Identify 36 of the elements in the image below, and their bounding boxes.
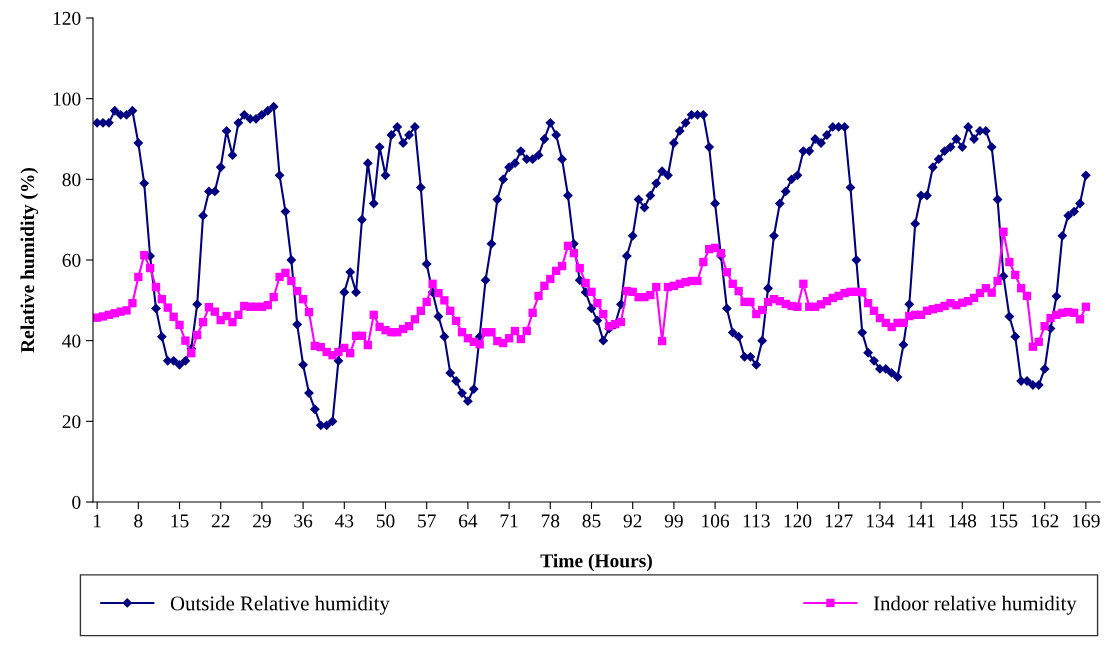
x-tick-label: 134 bbox=[867, 514, 895, 528]
x-tick-label: 169 bbox=[1073, 514, 1100, 528]
y-tick-label: 120 bbox=[53, 11, 81, 25]
y-tick-label: 80 bbox=[62, 173, 81, 187]
x-tick-label: 43 bbox=[334, 514, 354, 528]
x-tick-label: 78 bbox=[541, 514, 560, 528]
y-tick-label: 40 bbox=[62, 334, 81, 348]
x-tick-label: 113 bbox=[743, 514, 770, 528]
y-tick-label: 60 bbox=[62, 253, 81, 267]
x-tick-label: 92 bbox=[623, 514, 642, 528]
x-tick-label: 29 bbox=[253, 514, 271, 528]
x-tick-label: 127 bbox=[825, 514, 853, 528]
legend-label: Outside Relative humidity bbox=[170, 595, 390, 615]
x-tick-label: 50 bbox=[376, 514, 395, 528]
y-tick-label: 20 bbox=[62, 415, 81, 429]
x-tick-label: 8 bbox=[134, 514, 143, 528]
x-tick-label: 15 bbox=[171, 514, 189, 528]
x-tick-label: 155 bbox=[990, 514, 1018, 528]
x-tick-label: 22 bbox=[211, 514, 230, 528]
x-tick-label: 64 bbox=[459, 514, 478, 528]
x-tick-label: 85 bbox=[582, 514, 601, 528]
x-tick-label: 141 bbox=[908, 514, 935, 528]
x-tick-label: 57 bbox=[418, 514, 436, 528]
x-tick-label: 1 bbox=[93, 514, 101, 528]
x-tick-label: 106 bbox=[702, 514, 730, 528]
x-axis-title: Time (Hours) bbox=[540, 553, 652, 572]
x-tick-label: 71 bbox=[500, 514, 518, 528]
x-tick-label: 99 bbox=[664, 514, 683, 528]
x-tick-label: 120 bbox=[784, 514, 812, 528]
x-tick-label: 148 bbox=[949, 514, 977, 528]
y-tick-label: 100 bbox=[53, 92, 81, 106]
legend-label: Indoor relative humidity bbox=[873, 595, 1077, 615]
x-tick-label: 36 bbox=[294, 514, 313, 528]
y-tick-label: 0 bbox=[72, 495, 81, 509]
x-tick-label: 162 bbox=[1031, 514, 1059, 528]
y-axis-title: Relative humidity (%) bbox=[20, 167, 39, 353]
